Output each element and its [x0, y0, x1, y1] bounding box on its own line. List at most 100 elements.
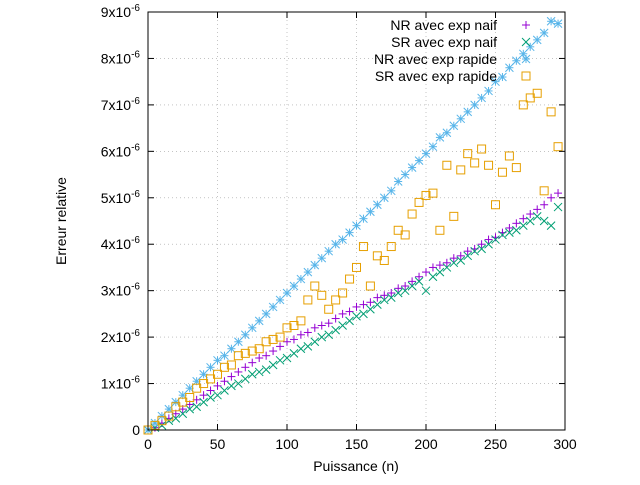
x-stroke — [456, 256, 466, 265]
data-point — [310, 323, 319, 332]
star-stroke — [449, 121, 459, 131]
square-outline — [282, 323, 292, 333]
data-point — [283, 337, 291, 346]
data-point — [338, 288, 348, 298]
y-tick-label: 0 — [132, 422, 140, 438]
data-point — [317, 290, 327, 300]
x-stroke — [400, 286, 410, 296]
data-point — [289, 349, 299, 358]
square-outline — [206, 374, 216, 384]
data-point — [463, 149, 473, 159]
y-tick-exponent: -6 — [131, 142, 140, 153]
data-point — [400, 230, 410, 240]
square-outline — [331, 295, 341, 305]
y-tick-exponent: -6 — [131, 375, 140, 386]
x-stroke — [421, 286, 431, 296]
star-stroke — [553, 19, 563, 28]
data-point — [358, 242, 368, 252]
data-point — [532, 35, 542, 45]
data-point — [449, 211, 459, 221]
star-stroke — [261, 309, 271, 319]
x-stroke — [345, 316, 354, 326]
data-point — [345, 307, 354, 316]
square-outline — [365, 281, 375, 291]
y-tick-base: 6x10 — [101, 143, 132, 159]
data-point — [352, 311, 361, 321]
square-outline — [484, 160, 494, 170]
data-point — [352, 221, 361, 230]
y-tick-label: 2x10-6 — [101, 328, 141, 345]
square-outline — [470, 158, 480, 168]
data-point — [379, 295, 389, 305]
star-stroke — [393, 177, 403, 186]
x-stroke — [185, 404, 195, 414]
data-point — [192, 402, 202, 412]
star-stroke — [240, 330, 250, 340]
square-outline — [553, 142, 563, 152]
star-stroke — [379, 193, 389, 203]
data-point — [233, 351, 243, 361]
x-stroke — [275, 355, 285, 365]
data-point — [227, 372, 236, 381]
x-tick-label: 200 — [414, 436, 438, 452]
x-stroke — [546, 221, 556, 230]
data-point — [289, 281, 299, 291]
data-point — [379, 255, 389, 265]
data-point — [372, 300, 382, 309]
x-stroke — [498, 230, 507, 240]
star-stroke — [470, 100, 480, 110]
data-point — [324, 246, 334, 256]
data-point — [456, 165, 466, 175]
x-stroke — [268, 360, 278, 370]
x-stroke — [254, 367, 264, 377]
square-outline — [254, 344, 264, 354]
star-stroke — [317, 253, 327, 263]
legend-label: SR avec exp naif — [391, 34, 497, 50]
y-tick-exponent: -6 — [131, 328, 140, 339]
x-stroke — [331, 325, 341, 335]
x-stroke — [393, 288, 403, 298]
data-point — [317, 321, 326, 330]
y-tick-label: 5x10-6 — [101, 189, 141, 206]
data-point — [366, 304, 375, 314]
data-point — [282, 353, 292, 363]
data-point — [254, 367, 264, 377]
data-point — [352, 302, 361, 311]
data-point — [477, 144, 487, 154]
x-stroke — [539, 216, 549, 226]
data-point — [331, 239, 341, 249]
data-point — [428, 188, 438, 198]
data-point — [206, 374, 216, 384]
data-point — [394, 284, 403, 293]
data-point — [303, 342, 313, 351]
data-point — [484, 235, 493, 244]
data-point — [303, 295, 313, 305]
data-point — [518, 100, 528, 110]
data-point — [261, 309, 271, 319]
data-point — [310, 281, 320, 291]
data-point — [164, 411, 174, 421]
star-stroke — [435, 133, 445, 142]
x-stroke — [199, 397, 208, 407]
data-point — [484, 86, 493, 96]
x-stroke — [532, 212, 542, 221]
star-stroke — [456, 114, 466, 124]
data-point — [206, 386, 215, 395]
square-outline — [345, 274, 355, 284]
data-point — [268, 334, 278, 344]
y-tick-label: 7x10-6 — [101, 96, 141, 113]
data-point — [366, 207, 375, 217]
legend-marker — [522, 21, 530, 29]
data-point — [442, 263, 452, 272]
x-stroke — [310, 337, 320, 347]
square-outline — [157, 416, 167, 426]
data-point — [511, 225, 521, 235]
data-point — [547, 193, 556, 202]
x-stroke — [220, 386, 229, 395]
x-stroke — [491, 235, 500, 244]
x-stroke — [240, 374, 250, 384]
data-point — [477, 244, 486, 254]
data-point — [400, 170, 410, 179]
data-point — [518, 221, 528, 230]
x-stroke — [449, 258, 459, 268]
